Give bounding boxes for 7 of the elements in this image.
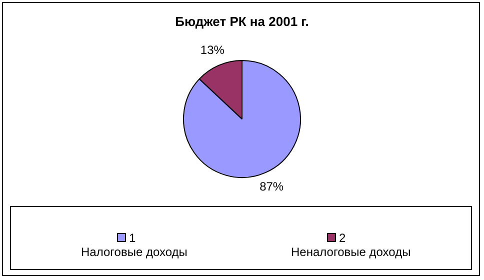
- data-label: 13%: [200, 42, 225, 57]
- data-label: 87%: [260, 180, 284, 194]
- chart-title: Бюджет РК на 2001 г.: [174, 14, 310, 29]
- legend-label: 2: [338, 231, 347, 245]
- text: Налоговые доходы: [81, 245, 188, 259]
- legend-label: 1: [128, 231, 137, 245]
- text: Неналоговые доходы: [291, 245, 411, 259]
